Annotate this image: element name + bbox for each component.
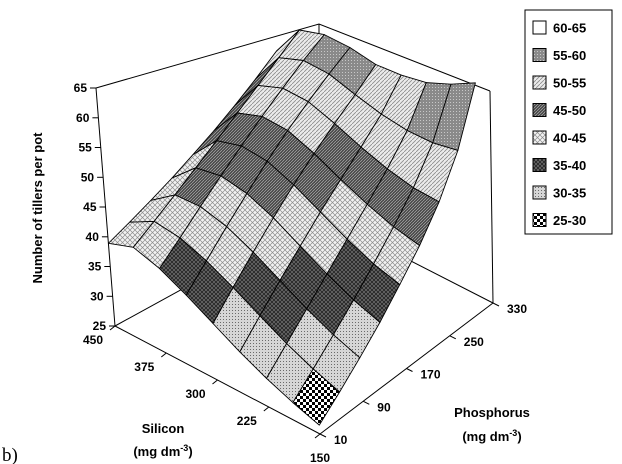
legend: 60-65 55-60 50-55 45-50 40-45 35-40 30-35 25-30: [524, 9, 613, 235]
z-tick-label: 60: [76, 111, 90, 125]
silicon-tick-mark: [263, 406, 270, 412]
legend-items: 60-65 55-60 50-55 45-50 40-45 35-40 30-35 25-30: [532, 20, 586, 228]
silicon-tick-label: 300: [185, 387, 205, 401]
phosphorus-tick-label: 170: [421, 368, 441, 382]
legend-label: 30-35: [553, 186, 586, 201]
legend-swatch: [532, 130, 547, 145]
legend-label: 50-55: [553, 76, 586, 91]
silicon-axis-unit: (mg dm-3): [133, 443, 192, 459]
phosphorus-axis-title: Phosphorus: [454, 405, 530, 420]
phosphorus-tick-label: 330: [507, 302, 527, 316]
silicon-axis-ticks: 450 375 300 225 150: [83, 325, 330, 464]
z-tick-label: 55: [78, 141, 92, 155]
z-tick-label: 50: [81, 170, 95, 184]
silicon-axis-title: Silicon: [142, 421, 185, 436]
legend-label: 25-30: [553, 213, 586, 228]
legend-swatch: [532, 20, 547, 35]
phosphorus-tick-mark: [319, 433, 327, 438]
legend-swatch: [532, 48, 547, 62]
legend-label: 35-40: [553, 158, 586, 173]
silicon-tick-label: 150: [310, 451, 330, 464]
silicon-tick-mark: [314, 433, 321, 439]
z-tick-label: 25: [93, 319, 107, 333]
phosphorus-tick-mark: [449, 335, 457, 340]
silicon-tick-mark: [160, 352, 167, 358]
z-tick-label: 40: [86, 230, 100, 244]
phosphorus-axis-ticks: 10 90 170 250 330: [319, 302, 527, 447]
legend-label: 40-45: [553, 131, 586, 146]
legend-label: 60-65: [553, 21, 586, 36]
z-axis-title: Number of tillers per pot: [30, 132, 45, 284]
z-tick-label: 45: [83, 200, 97, 214]
phosphorus-tick-label: 10: [334, 433, 348, 447]
legend-swatch: [532, 185, 547, 200]
silicon-tick-mark: [212, 379, 218, 385]
phosphorus-axis-unit: (mg dm-3): [462, 428, 521, 444]
silicon-tick-mark: [109, 325, 116, 331]
z-tick-label: 65: [74, 81, 88, 95]
legend-swatch: [532, 158, 547, 172]
legend-label: 55-60: [553, 48, 586, 63]
legend-label: 45-50: [553, 103, 586, 118]
phosphorus-tick-label: 90: [377, 400, 391, 414]
legend-swatch: [532, 75, 547, 90]
surface-patch: [292, 368, 341, 426]
silicon-tick-label: 450: [83, 333, 103, 347]
phosphorus-tick-mark: [492, 302, 500, 307]
response-surface: [107, 29, 476, 426]
z-tick-label: 30: [90, 289, 104, 303]
silicon-tick-label: 375: [134, 360, 154, 374]
phosphorus-tick-mark: [406, 368, 413, 372]
panel-label: b): [2, 445, 18, 464]
legend-swatch: [532, 213, 547, 227]
phosphorus-tick-mark: [363, 400, 370, 405]
legend-swatch: [532, 103, 547, 117]
phosphorus-tick-label: 250: [464, 335, 484, 349]
z-tick-label: 35: [88, 260, 102, 274]
box-right-vertical: [489, 90, 494, 304]
silicon-tick-label: 225: [237, 414, 257, 428]
z-axis-ticks: 25 30 35 40 45 50 55 60 65: [74, 81, 115, 333]
